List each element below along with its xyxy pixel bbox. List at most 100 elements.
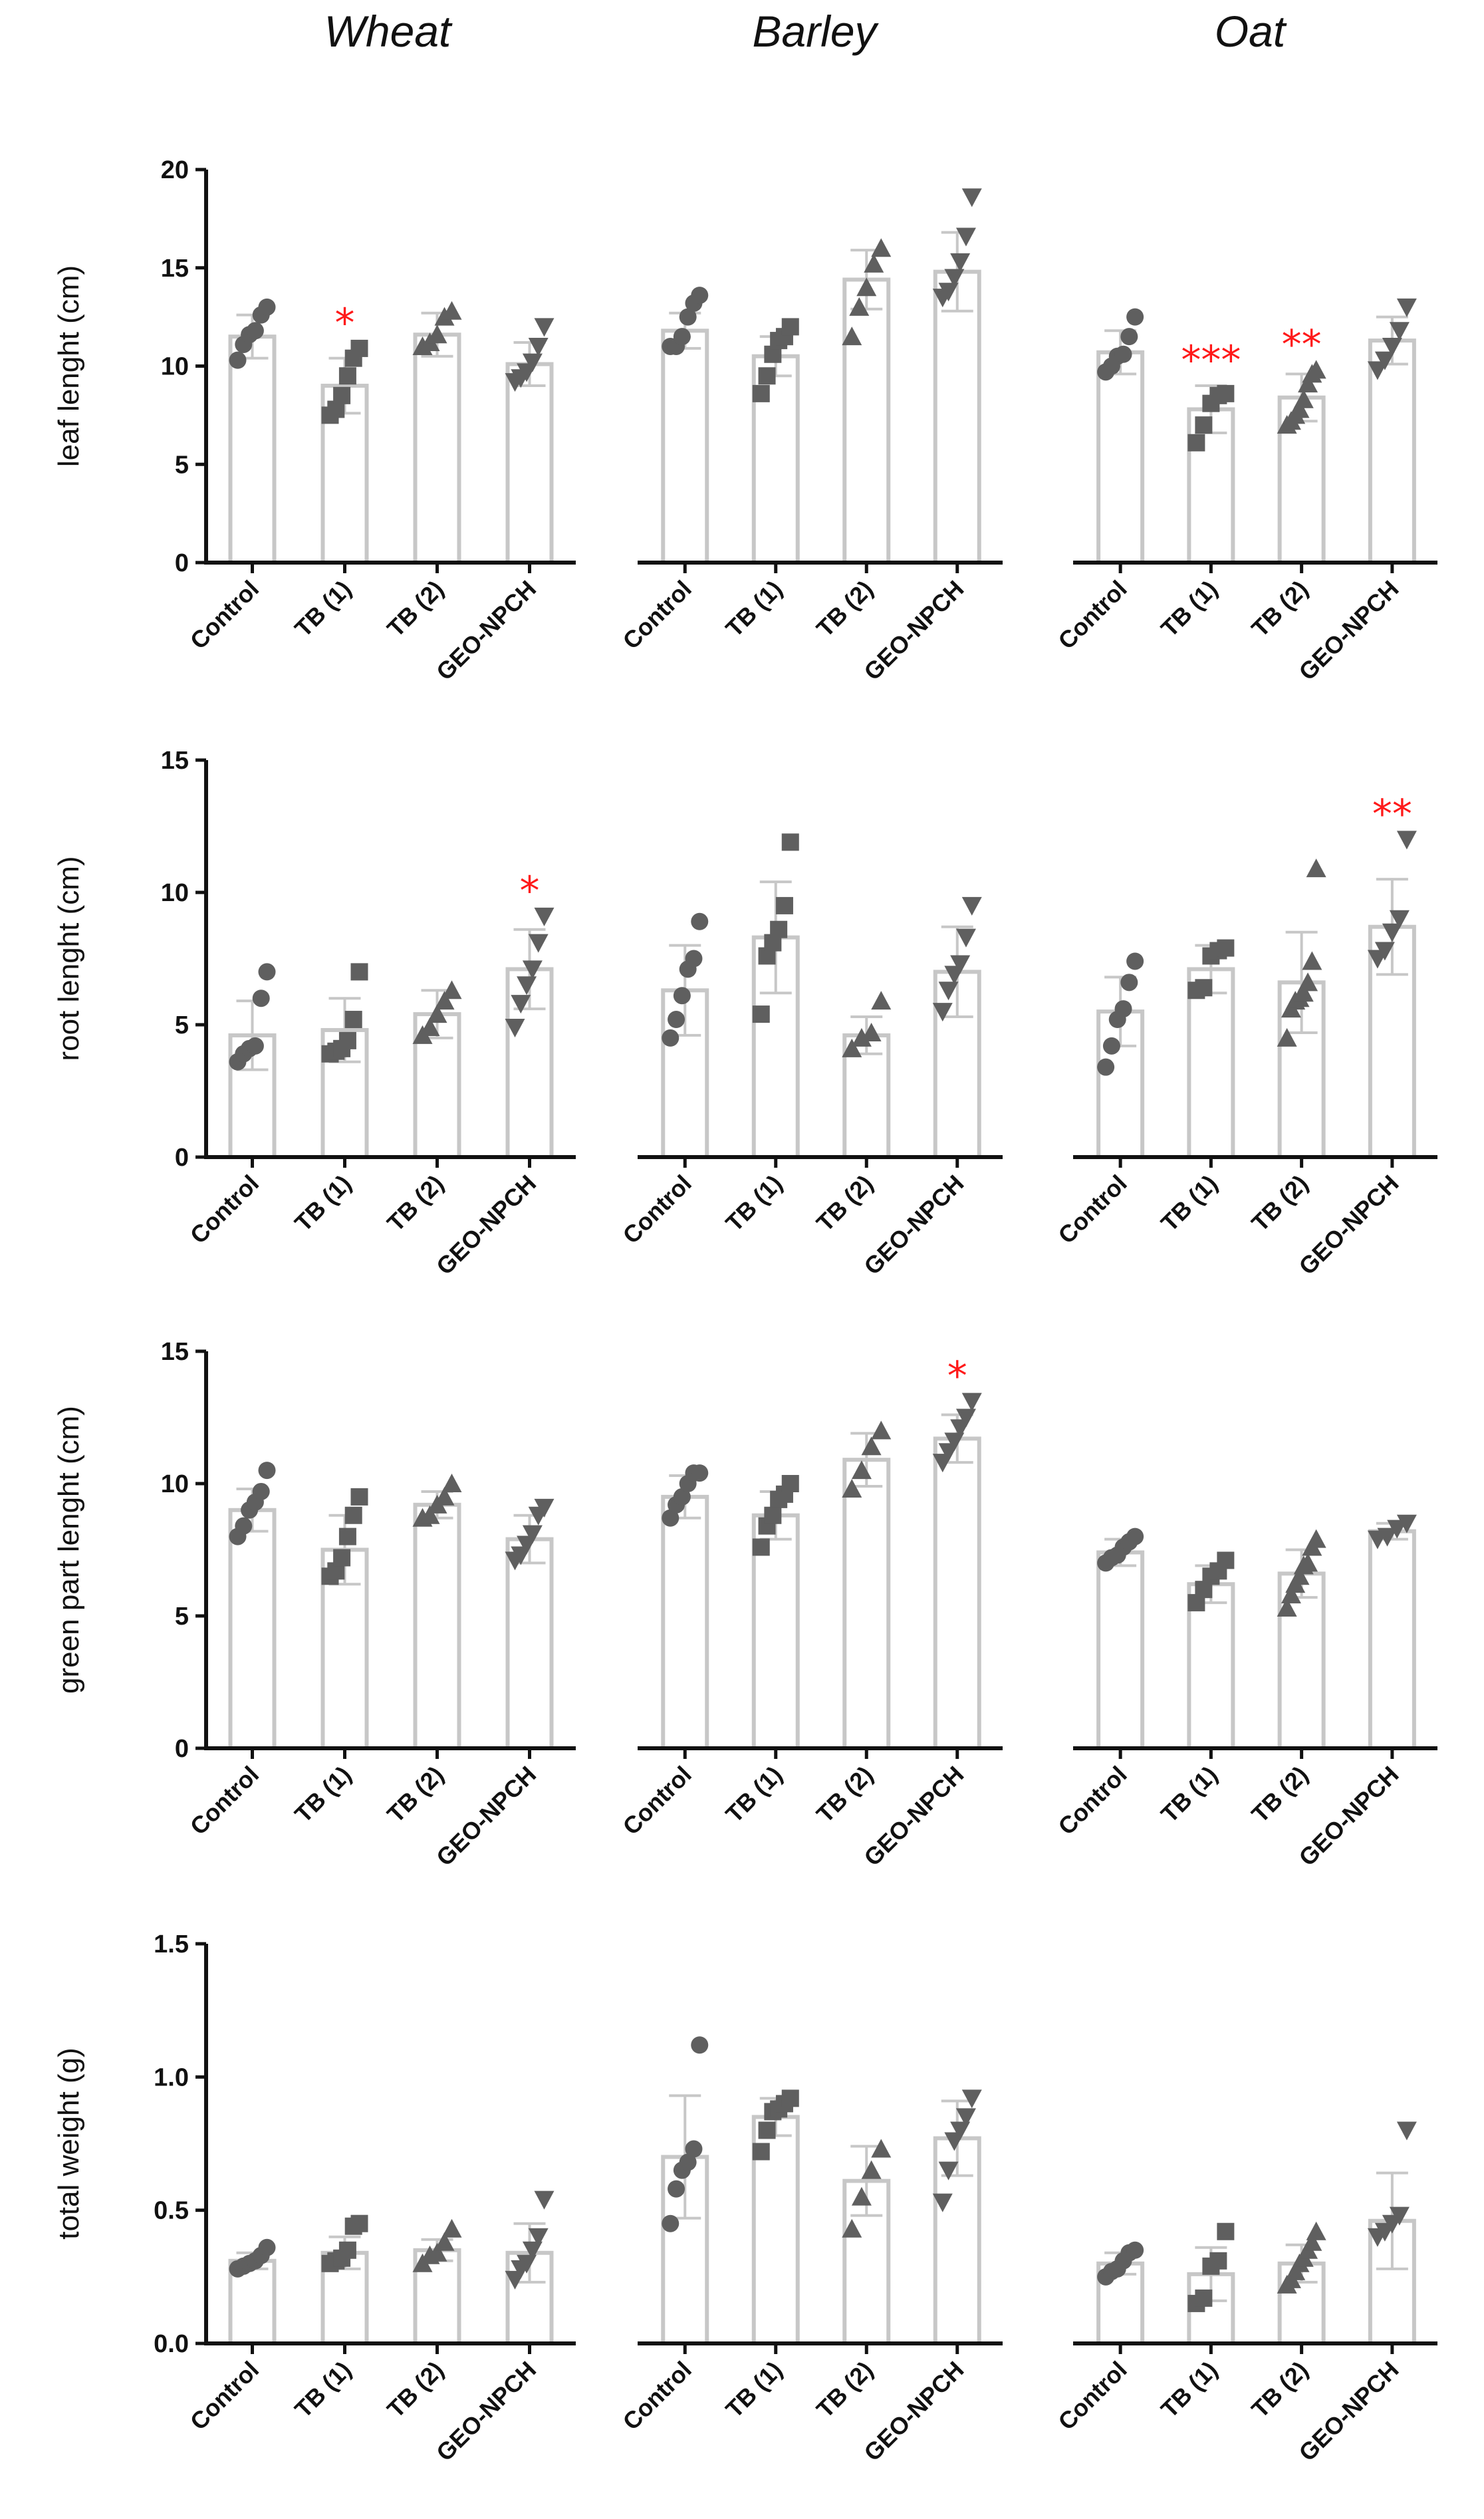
data-point <box>1306 360 1326 379</box>
x-tick-label: Control <box>1052 1170 1132 1249</box>
significance-label: ** <box>1372 791 1412 837</box>
y-tick-label: 10 <box>161 1470 189 1498</box>
data-point <box>420 1505 440 1524</box>
data-point <box>1367 361 1388 380</box>
column-title-barley: Barley <box>752 7 879 56</box>
data-point <box>851 1460 872 1480</box>
data-point <box>938 2161 959 2181</box>
data-point <box>252 1482 270 1500</box>
data-point <box>871 1420 892 1440</box>
data-point <box>668 2180 685 2198</box>
significance-label: * <box>335 300 355 346</box>
data-point <box>1389 910 1410 929</box>
data-point <box>842 327 862 346</box>
bar <box>1096 1550 1145 1750</box>
data-point <box>534 2190 555 2210</box>
data-point <box>861 1436 882 1456</box>
data-point <box>434 1486 455 1506</box>
data-point <box>861 1022 882 1041</box>
data-point <box>517 2254 537 2274</box>
bar <box>413 332 461 565</box>
x-tick-label: TB (2) <box>1246 575 1313 642</box>
data-point <box>1120 328 1138 346</box>
data-point <box>1102 1037 1120 1055</box>
data-point <box>758 367 776 385</box>
data-point <box>856 277 877 297</box>
x-tick-label: Control <box>617 2356 696 2435</box>
data-point <box>350 339 368 357</box>
data-point <box>1126 1527 1144 1545</box>
data-point <box>517 976 537 995</box>
x-tick-label: TB (2) <box>382 1761 449 1828</box>
bar <box>842 277 891 565</box>
data-point <box>849 297 870 316</box>
y-tick-label: 0 <box>175 1144 189 1172</box>
data-point <box>534 318 555 337</box>
data-point <box>350 2214 368 2232</box>
data-point <box>258 2238 276 2256</box>
data-point <box>246 322 264 340</box>
data-point <box>333 1549 351 1567</box>
data-point <box>338 1527 356 1545</box>
data-point <box>673 1488 691 1506</box>
chart-panels: 0 5 10 15 20 leaf lenght (cm) Control TB (1) TB … <box>53 156 1437 2466</box>
data-point <box>1298 1553 1318 1572</box>
data-point <box>752 384 770 402</box>
data-point <box>338 1031 356 1049</box>
x-tick-label: TB (2) <box>1246 1170 1313 1237</box>
panel-row4-col3: Control TB (1) TB (2)GEO-NPCH <box>1052 2121 1437 2466</box>
y-tick-label: 5 <box>175 1603 189 1631</box>
data-point <box>235 1517 253 1535</box>
data-point <box>950 2121 971 2141</box>
data-point <box>1195 2289 1213 2307</box>
data-point <box>1396 831 1417 850</box>
panel-row3-col1: 0 5 10 15 green part lenght (cm) Control TB (1… <box>53 1338 576 1871</box>
data-point <box>534 1498 555 1518</box>
data-point <box>864 253 884 273</box>
data-point <box>528 2228 549 2247</box>
data-point <box>691 1464 709 1482</box>
panel-row2-col1: 0 5 10 15 root lenght (cm) Control TB (1) TB (2… <box>53 747 576 1280</box>
panel-row4-col2: Control TB (1) TB (2)GEO-NPCH <box>617 2036 1003 2466</box>
data-point <box>851 2187 872 2206</box>
x-tick-label: TB (1) <box>289 2356 356 2423</box>
y-axis-label: total weight (g) <box>53 2048 85 2240</box>
data-point <box>1382 337 1402 356</box>
data-point <box>752 2143 770 2161</box>
x-tick-label: TB (2) <box>382 575 449 642</box>
x-tick-label: GEO-NPCH <box>431 2356 541 2466</box>
x-tick-label: TB (1) <box>1156 1761 1223 1828</box>
data-point <box>434 2232 455 2251</box>
y-tick-label: 10 <box>161 879 189 907</box>
data-point <box>350 963 368 981</box>
data-point <box>1298 972 1318 992</box>
data-point <box>781 833 799 851</box>
data-point <box>258 298 276 316</box>
data-point <box>662 1509 680 1527</box>
data-point <box>1374 942 1395 961</box>
data-point <box>955 928 976 948</box>
panel-row2-col3: Control TB (1) TB (2)GEO-NPCH** <box>1052 791 1437 1280</box>
y-tick-label: 5 <box>175 1011 189 1039</box>
significance-label: ** <box>1282 321 1322 368</box>
x-tick-label: Control <box>1052 575 1132 654</box>
data-point <box>1126 2241 1144 2259</box>
panel-row3-col2: Control TB (1) TB (2)GEO-NPCH* <box>617 1353 1003 1871</box>
data-point <box>871 991 892 1010</box>
data-point <box>1302 951 1322 970</box>
data-point <box>871 2139 892 2158</box>
data-point <box>1195 979 1213 997</box>
panel-row2-col2: Control TB (1) TB (2)GEO-NPCH <box>617 833 1003 1280</box>
data-point <box>522 353 543 372</box>
data-point <box>770 920 788 938</box>
y-tick-label: 20 <box>161 156 189 184</box>
data-point <box>1306 859 1326 878</box>
data-point <box>511 995 531 1014</box>
data-point <box>338 367 356 385</box>
x-tick-label: Control <box>617 1170 696 1249</box>
data-point <box>427 325 447 344</box>
x-tick-label: TB (1) <box>289 1170 356 1237</box>
data-point <box>1377 1527 1398 1547</box>
y-axis-label: root lenght (cm) <box>53 856 85 1061</box>
